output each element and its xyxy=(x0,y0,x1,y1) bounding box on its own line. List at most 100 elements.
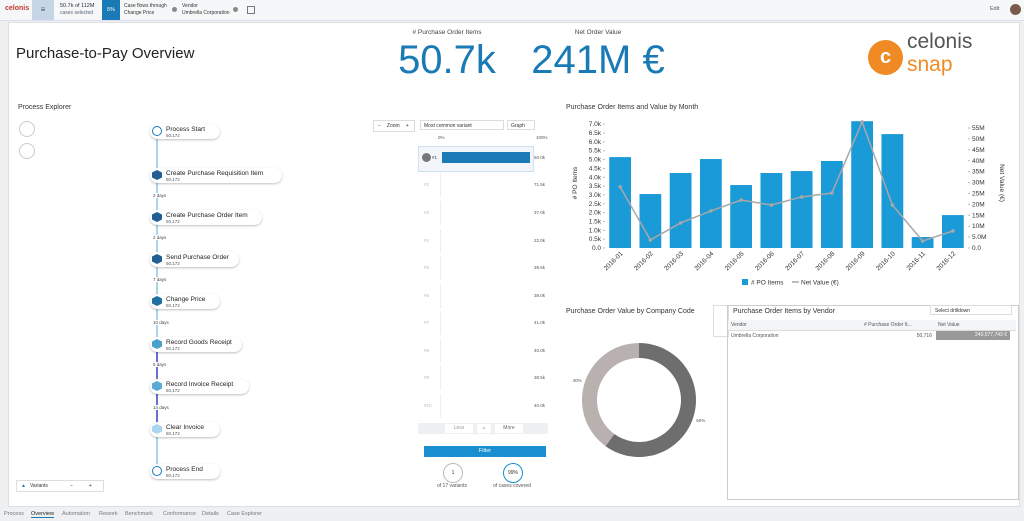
node-box[interactable] xyxy=(150,168,282,183)
variant-cases: 41.0k xyxy=(534,320,546,325)
node-box[interactable] xyxy=(150,124,220,139)
top-bar: celonis ≡ 50.7k of 112M cases selected 5… xyxy=(0,0,1024,21)
filter-remove[interactable] xyxy=(172,7,177,12)
filter-label[interactable]: Case flows through xyxy=(124,3,167,9)
brand-icon: c xyxy=(868,40,903,75)
slice-label: 60% xyxy=(696,418,705,423)
node-box[interactable] xyxy=(150,337,242,352)
variant-label[interactable]: #4 xyxy=(424,238,430,243)
home-button[interactable]: ⌂ xyxy=(477,424,491,433)
node-box[interactable] xyxy=(150,294,220,309)
marker xyxy=(860,120,864,124)
section-title: Process Explorer xyxy=(18,104,72,111)
node-box[interactable] xyxy=(150,379,249,394)
node-box[interactable] xyxy=(150,210,262,225)
marker xyxy=(648,238,653,242)
y2-tick-label: 55M xyxy=(972,125,985,132)
tab[interactable]: Benchmark xyxy=(125,511,153,517)
page-title: Purchase-to-Pay Overview xyxy=(16,45,195,62)
less-button[interactable]: Less xyxy=(445,424,473,433)
drilldown-dropdown[interactable]: Select drilldown xyxy=(930,305,1012,315)
tab[interactable]: Case Explorer xyxy=(227,511,262,517)
node-label: Create Purchase Requisition Item xyxy=(166,170,264,177)
marker xyxy=(799,195,804,199)
column-header[interactable]: # Purchase Order It... xyxy=(864,322,912,328)
tab[interactable]: Rework xyxy=(99,511,118,517)
variant-cases: 39.5k xyxy=(534,265,546,270)
node-box[interactable] xyxy=(150,252,239,267)
tab[interactable]: Process xyxy=(4,511,24,517)
variant-label[interactable]: #1 xyxy=(432,155,438,160)
variant-dropdown[interactable]: Most common variant xyxy=(420,120,504,130)
variant-label[interactable]: #6 xyxy=(424,293,430,298)
pie-chart: 60% 40% xyxy=(573,343,705,457)
marker xyxy=(890,203,895,207)
bar xyxy=(730,185,753,248)
kpi-label: Net Order Value xyxy=(574,29,622,36)
play-button[interactable] xyxy=(422,153,431,162)
variant-label[interactable]: #5 xyxy=(424,265,430,270)
variant-label[interactable]: #2 xyxy=(424,182,430,187)
filter-button[interactable]: Filter xyxy=(424,446,546,457)
table-title: Purchase Order Items by Vendor xyxy=(733,308,835,315)
variants-label: Variants xyxy=(29,483,48,489)
tool-button[interactable] xyxy=(19,121,35,137)
variant-label[interactable]: #3 xyxy=(424,210,430,215)
variant-label[interactable]: #10 xyxy=(424,403,432,408)
avatar[interactable] xyxy=(1010,4,1021,15)
node-icon xyxy=(152,212,162,222)
node-icon xyxy=(152,254,162,264)
variant-label[interactable]: #7 xyxy=(424,320,430,325)
filter-remove[interactable] xyxy=(233,7,238,12)
variant-track xyxy=(440,229,441,253)
node-label: Clear Invoice xyxy=(166,424,204,431)
tab[interactable]: Details xyxy=(202,511,219,517)
node-label: Send Purchase Order xyxy=(166,254,229,261)
coverage: 99% xyxy=(503,463,523,483)
variant-cases: 22.0k xyxy=(534,238,546,243)
tab[interactable]: Overview xyxy=(31,511,54,518)
y2-tick-label: 50M xyxy=(972,136,985,143)
variants-button[interactable]: ▲ Variants − + xyxy=(16,480,104,492)
node-box[interactable] xyxy=(150,464,220,479)
bar xyxy=(820,160,843,248)
brand-name: celonis xyxy=(907,30,973,53)
variant-count: 1 xyxy=(443,463,463,483)
x-tick-label: 2016-07 xyxy=(784,250,806,272)
y-tick-label: 0.0 xyxy=(592,245,601,252)
variant-track xyxy=(440,284,441,308)
view-dropdown[interactable]: Graph xyxy=(507,120,535,130)
more-button[interactable]: More xyxy=(495,424,523,433)
tab[interactable]: Automation xyxy=(62,511,90,517)
menu-button[interactable]: ≡ xyxy=(32,0,54,20)
variant-label[interactable]: #9 xyxy=(424,375,430,380)
y-tick-label: 4.0k xyxy=(589,174,602,181)
variant-track xyxy=(440,173,441,197)
tool-button[interactable] xyxy=(19,143,35,159)
column-header[interactable]: Vendor xyxy=(731,322,747,328)
marker xyxy=(951,229,955,233)
filter-value[interactable]: Umbrella Corporation xyxy=(182,10,230,16)
vendor-table xyxy=(727,305,1019,500)
tab[interactable]: Conformance xyxy=(163,511,197,517)
x-tick-label: 2016-03 xyxy=(663,250,685,272)
node-icon xyxy=(152,296,162,306)
filter-value[interactable]: Change Price xyxy=(124,10,155,16)
filter-add[interactable] xyxy=(247,6,255,14)
selection-share[interactable]: 5% xyxy=(102,0,120,20)
marker xyxy=(920,239,925,243)
zoom-control[interactable]: − Zoom + xyxy=(373,120,415,132)
edge-label: 2 days xyxy=(153,235,167,240)
y-tick-label: 3.5k xyxy=(589,183,602,190)
cell: 50,716 xyxy=(916,333,932,339)
column-header[interactable]: Net Value xyxy=(938,322,960,328)
variant-label[interactable]: #8 xyxy=(424,348,430,353)
x-tick-label: 2016-06 xyxy=(754,250,776,272)
edit-button[interactable]: Edit xyxy=(990,6,1000,12)
y-tick-label: 0.5k xyxy=(589,236,602,243)
x-tick-label: 2016-08 xyxy=(814,250,836,272)
filter-label[interactable]: Vendor xyxy=(182,3,198,9)
legend-label: # PO Items xyxy=(751,280,784,287)
node-box[interactable] xyxy=(150,422,220,437)
